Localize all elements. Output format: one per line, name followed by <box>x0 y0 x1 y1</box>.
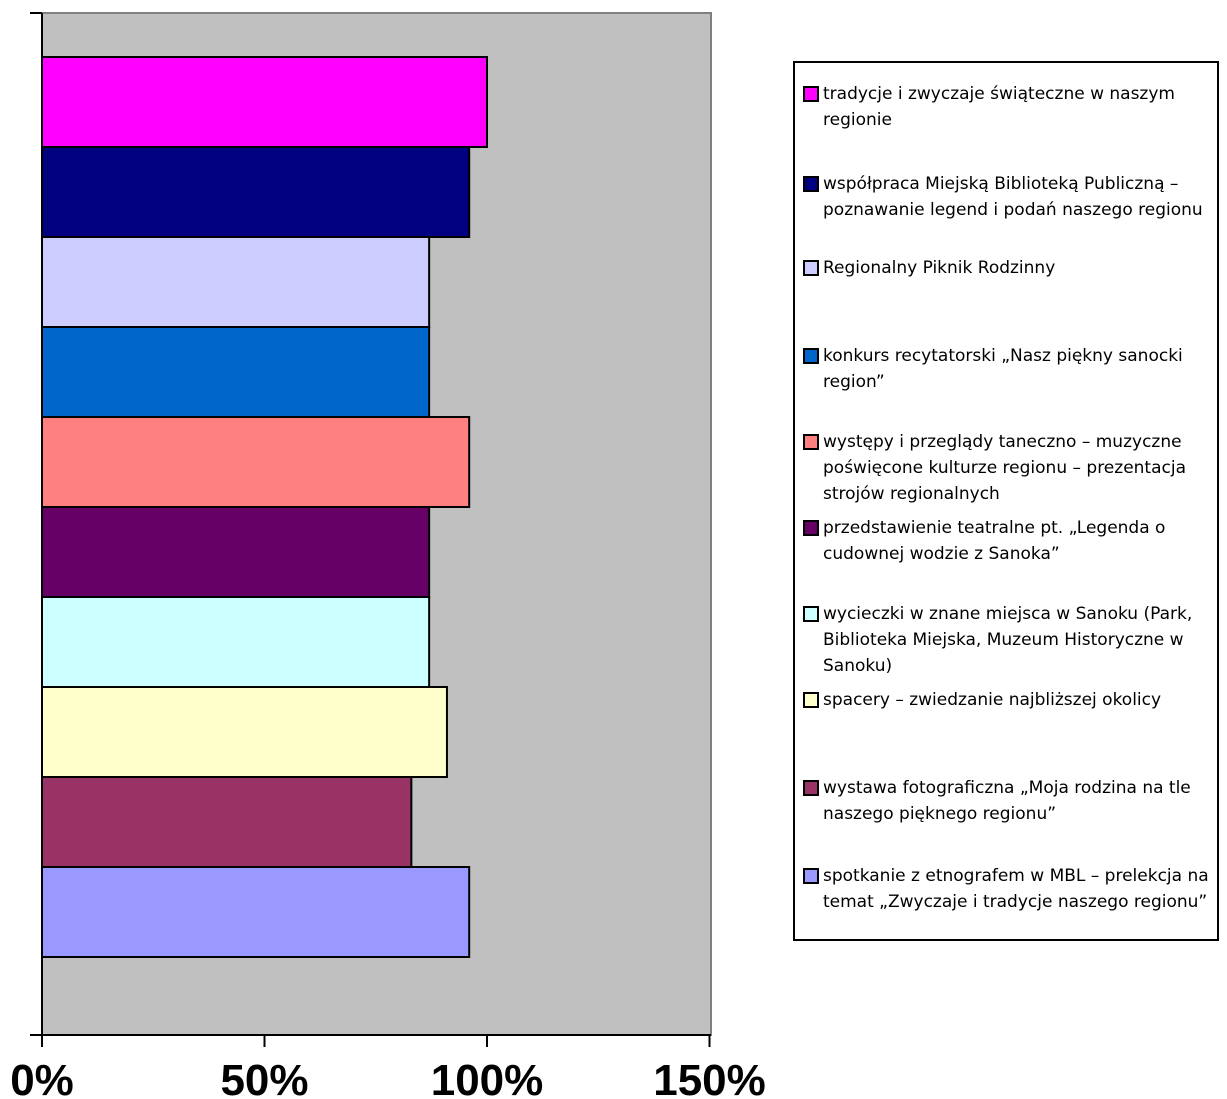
legend-item: wycieczki w znane miejsca w Sanoku (Park… <box>803 601 1211 679</box>
legend-swatch <box>803 520 819 536</box>
legend-label: Regionalny Piknik Rodzinny <box>823 258 1056 278</box>
legend-label: współpraca Miejską Biblioteką Publiczną … <box>823 174 1203 220</box>
legend-label: spacery – zwiedzanie najbliższej okolicy <box>823 690 1162 710</box>
legend-item: wystawa fotograficzna „Moja rodzina na t… <box>803 775 1211 827</box>
legend-label: konkurs recytatorski „Nasz piękny sanock… <box>823 346 1183 392</box>
legend: tradycje i zwyczaje świąteczne w naszym … <box>793 61 1219 941</box>
legend-swatch <box>803 606 819 622</box>
legend-item: przedstawienie teatralne pt. „Legenda o … <box>803 515 1211 567</box>
bar-2 <box>41 146 471 238</box>
legend-swatch <box>803 176 819 192</box>
bar-8 <box>41 686 448 778</box>
legend-item: konkurs recytatorski „Nasz piękny sanock… <box>803 343 1211 395</box>
x-tick-label: 0% <box>10 1056 74 1099</box>
legend-label: wystawa fotograficzna „Moja rodzina na t… <box>823 778 1191 824</box>
legend-swatch <box>803 780 819 796</box>
legend-item: tradycje i zwyczaje świąteczne w naszym … <box>803 81 1211 133</box>
legend-label: występy i przeglądy taneczno – muzyczne … <box>823 432 1186 504</box>
x-tick-label: 150% <box>653 1056 766 1099</box>
legend-swatch <box>803 692 819 708</box>
bar-7 <box>41 596 431 688</box>
legend-label: przedstawienie teatralne pt. „Legenda o … <box>823 518 1166 564</box>
legend-swatch <box>803 86 819 102</box>
legend-swatch <box>803 348 819 364</box>
x-tick-label: 50% <box>220 1056 308 1099</box>
bar-3 <box>41 236 431 328</box>
bar-9 <box>41 776 413 868</box>
x-tick-label: 100% <box>431 1056 544 1099</box>
legend-swatch <box>803 868 819 884</box>
legend-label: spotkanie z etnografem w MBL – prelekcja… <box>823 866 1209 912</box>
bar-chart: 0% 50% 100% 150% <box>10 12 766 1099</box>
bar-5 <box>41 416 471 508</box>
bar-6 <box>41 506 431 598</box>
legend-item: współpraca Miejską Biblioteką Publiczną … <box>803 171 1211 223</box>
legend-swatch <box>803 260 819 276</box>
bar-4 <box>41 326 431 418</box>
legend-swatch <box>803 434 819 450</box>
legend-item: Regionalny Piknik Rodzinny <box>803 255 1211 281</box>
bar-10 <box>41 866 471 958</box>
bar-1 <box>41 56 488 148</box>
legend-label: tradycje i zwyczaje świąteczne w naszym … <box>823 84 1175 130</box>
legend-item: występy i przeglądy taneczno – muzyczne … <box>803 429 1211 507</box>
legend-item: spacery – zwiedzanie najbliższej okolicy <box>803 687 1211 713</box>
legend-item: spotkanie z etnografem w MBL – prelekcja… <box>803 863 1211 915</box>
legend-label: wycieczki w znane miejsca w Sanoku (Park… <box>823 604 1193 676</box>
